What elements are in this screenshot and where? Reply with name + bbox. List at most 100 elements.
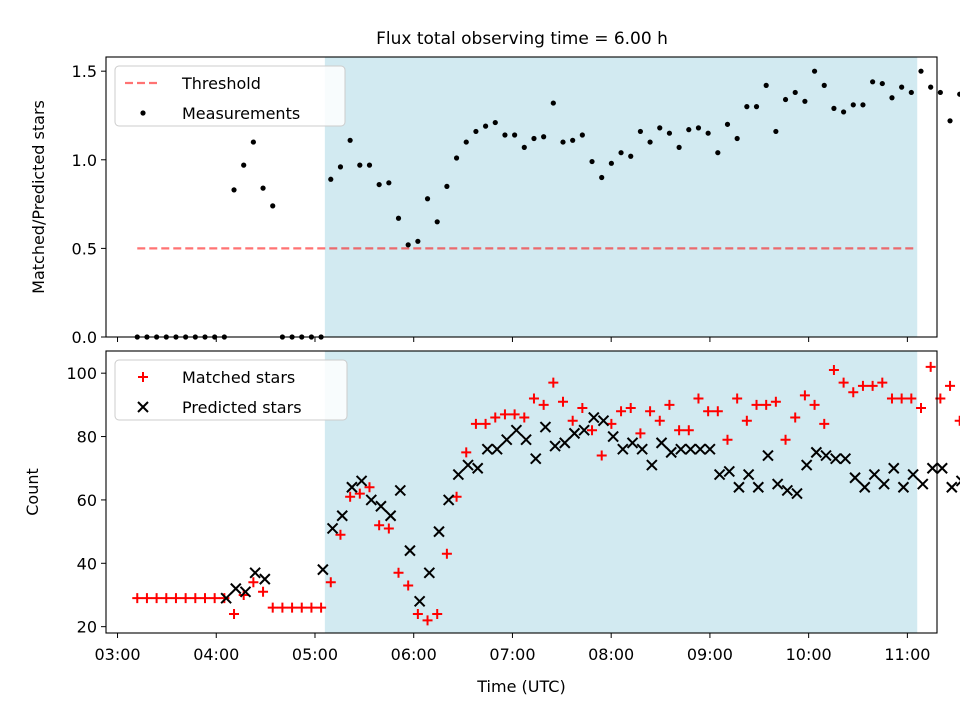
measurement-point <box>550 100 556 106</box>
matched-star-point <box>248 577 259 588</box>
y-axis-label: Count <box>23 468 42 516</box>
matched-star-point <box>916 403 927 414</box>
measurement-point <box>753 104 760 110</box>
matched-star-point <box>780 434 791 445</box>
matched-star-point <box>306 602 317 613</box>
matched-star-point <box>219 593 230 604</box>
matched-star-point <box>296 602 307 613</box>
matched-star-point <box>132 593 143 604</box>
predicted-star-point <box>626 437 639 449</box>
measurement-point <box>734 135 740 142</box>
predicted-star-point <box>636 443 648 455</box>
matched-star-point <box>741 415 752 426</box>
predicted-star-point <box>897 481 910 493</box>
predicted-star-point <box>849 472 861 484</box>
measurement-point <box>802 98 808 104</box>
measurement-point <box>724 121 731 127</box>
legend-label: Measurements <box>182 104 300 123</box>
matched-star-point <box>558 396 569 407</box>
measurement-point <box>250 139 256 145</box>
measurement-point <box>270 203 276 209</box>
measurement-point <box>492 119 498 126</box>
predicted-star-point <box>578 424 590 436</box>
predicted-star-point <box>694 443 706 455</box>
measurement-point <box>231 187 237 193</box>
matched-star-point <box>287 602 298 613</box>
predicted-star-point <box>249 567 261 579</box>
matched-star-point <box>316 602 327 613</box>
matched-star-point <box>229 608 240 619</box>
measurement-point <box>695 125 702 131</box>
predicted-star-point <box>917 478 929 490</box>
measurement-point <box>928 84 934 90</box>
predicted-star-point <box>771 478 784 490</box>
measurement-point <box>521 144 527 150</box>
measurement-point <box>957 91 960 97</box>
measurement-point <box>395 215 402 221</box>
legend-label: Threshold <box>181 74 261 93</box>
predicted-star-point <box>433 525 445 538</box>
matched-star-point <box>528 393 539 404</box>
matched-star-point <box>906 393 917 404</box>
predicted-star-point <box>239 586 252 598</box>
predicted-star-point <box>530 453 542 465</box>
matched-star-point <box>896 393 907 404</box>
y-axis-label: Matched/Predicted stars <box>29 100 48 294</box>
measurement-point <box>792 89 798 96</box>
legend-label: Predicted stars <box>182 398 302 417</box>
matched-star-point <box>161 593 172 604</box>
predicted-star-point <box>423 567 436 579</box>
predicted-star-point <box>936 462 948 474</box>
predicted-star-point <box>926 462 939 474</box>
predicted-star-point <box>955 475 960 487</box>
matched-star-point <box>819 418 830 429</box>
measurement-point <box>947 118 953 124</box>
matched-star-point <box>470 418 481 429</box>
matched-star-point <box>374 520 385 531</box>
predicted-star-point <box>878 478 890 490</box>
axes-frame <box>105 350 938 634</box>
y-tick-label: 0.5 <box>72 239 97 258</box>
measurement-point <box>473 128 479 135</box>
y-tick-label: 20 <box>77 618 97 637</box>
predicted-star-point <box>220 592 232 604</box>
y-tick-label: 80 <box>77 428 97 447</box>
predicted-star-point <box>617 443 629 455</box>
predicted-star-point <box>413 595 426 608</box>
matched-star-point <box>325 577 336 588</box>
matched-star-point <box>674 425 685 436</box>
measurement-point <box>850 102 856 108</box>
observation-span <box>324 351 918 633</box>
predicted-star-point <box>259 573 271 585</box>
matched-star-point <box>441 548 452 559</box>
matched-star-point <box>432 608 443 619</box>
measurement-point <box>241 162 247 168</box>
matched-star-point <box>141 593 152 604</box>
predicted-star-point <box>539 421 552 433</box>
legend-predicted-swatch <box>137 401 149 413</box>
matched-star-point <box>548 377 559 388</box>
matched-star-point <box>654 415 665 426</box>
measurement-point <box>260 185 266 191</box>
legend-label: Matched stars <box>182 368 295 387</box>
measurement-point <box>482 123 489 129</box>
matched-star-point <box>403 580 414 591</box>
x-tick-label: 04:00 <box>193 645 239 664</box>
matched-star-point <box>509 409 520 420</box>
matched-star-point <box>335 529 346 540</box>
measurement-point <box>899 84 905 90</box>
matched-star-point <box>867 380 878 391</box>
matched-star-point <box>693 393 704 404</box>
matched-star-point <box>857 380 868 391</box>
y-tick-label: 1.0 <box>72 151 97 170</box>
measurement-point <box>908 89 914 96</box>
predicted-star-point <box>568 427 581 440</box>
measurement-point <box>811 68 818 74</box>
matched-star-point <box>383 523 394 534</box>
measurement-point <box>541 134 547 140</box>
matched-star-point <box>180 593 191 604</box>
predicted-star-point <box>394 484 406 497</box>
measurement-point <box>879 80 885 87</box>
measurement-point <box>328 176 334 182</box>
